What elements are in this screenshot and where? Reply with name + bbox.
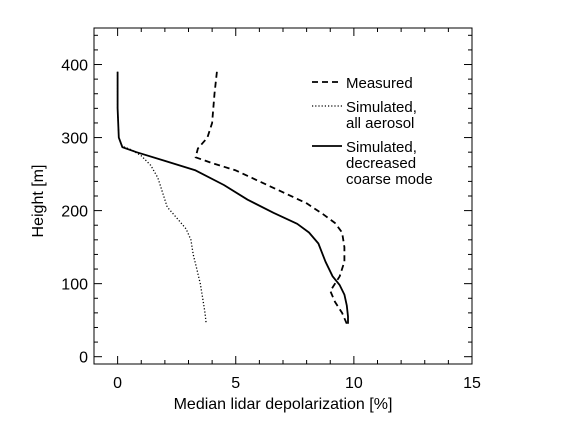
y-tick-label: 400: [61, 58, 88, 75]
series-line-simulated_all: [116, 71, 207, 324]
x-tick-label: 15: [463, 375, 481, 392]
y-axis-label: Height [m]: [30, 165, 47, 238]
x-tick-label: 0: [113, 375, 122, 392]
series-group: [116, 71, 349, 325]
x-axis-label: Median lidar depolarization [%]: [174, 396, 393, 413]
y-tick-label: 0: [79, 350, 88, 367]
tick-label-group: 0 5 10 15 0 100 200 300 400: [61, 58, 481, 392]
legend-label-simulated_decreased: Simulated,: [346, 139, 417, 156]
x-tick-label: 10: [345, 375, 363, 392]
legend-label-simulated_decreased: coarse mode: [346, 171, 433, 188]
legend-label-simulated_all: all aerosol: [346, 115, 414, 132]
legend-label-simulated_decreased: decreased: [346, 155, 416, 172]
series-line-simulated_decreased: [116, 71, 349, 324]
y-tick-label: 100: [61, 277, 88, 294]
x-tick-label: 5: [231, 375, 240, 392]
tick-group: [93, 28, 473, 364]
series-line-measured: [194, 71, 348, 325]
y-tick-label: 200: [61, 204, 88, 221]
legend-label-measured: Measured: [346, 75, 413, 92]
plot-frame: [93, 27, 473, 365]
legend-label-simulated_all: Simulated,: [346, 99, 417, 116]
y-tick-label: 300: [61, 131, 88, 148]
